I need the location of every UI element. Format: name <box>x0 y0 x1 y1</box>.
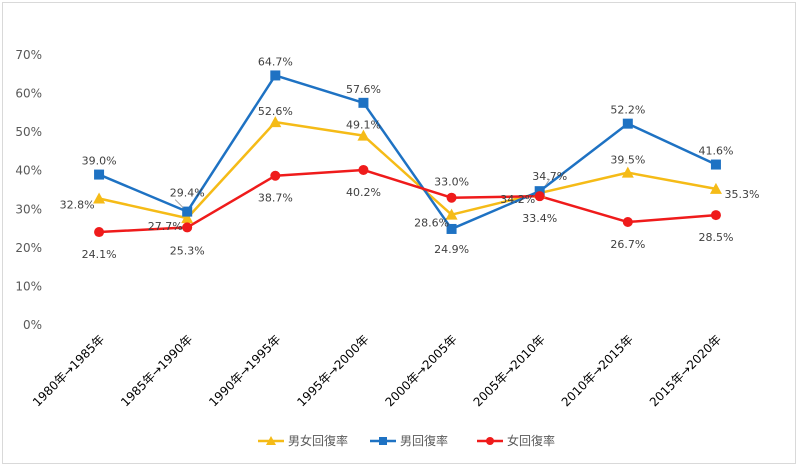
y-tick-label: 0% <box>23 318 42 332</box>
x-tick-label: 1980年→1985年 <box>30 332 107 409</box>
data-point <box>709 182 722 194</box>
data-label: 27.7% <box>148 220 183 233</box>
x-tick-label: 1995年→2000年 <box>294 332 371 409</box>
x-tick-label: 1990年→1995年 <box>206 332 283 409</box>
data-label: 33.0% <box>434 176 469 189</box>
data-point <box>534 191 545 202</box>
data-point <box>181 212 194 224</box>
legend-label: 男女回復率 <box>288 433 348 448</box>
x-tick-label: 2005年→2010年 <box>471 332 548 409</box>
x-tick-label: 2010年→2015年 <box>559 332 636 409</box>
data-point <box>621 166 634 178</box>
y-tick-label: 50% <box>15 125 42 139</box>
data-point <box>269 116 282 128</box>
legend-label: 女回復率 <box>507 433 555 448</box>
legend: 男女回復率 男回復率 女回復率 <box>258 433 555 448</box>
data-point <box>270 70 281 81</box>
data-label: 40.2% <box>346 186 381 199</box>
data-label: 64.7% <box>258 55 293 68</box>
series-lines <box>98 74 717 234</box>
data-point <box>358 97 369 108</box>
x-axis: 1980年→1985年 1985年→1990年 1990年→1995年 1995年→2… <box>30 332 724 409</box>
series-line <box>98 74 717 231</box>
data-point <box>357 129 370 141</box>
series-markers <box>93 70 722 238</box>
data-label: 34.7% <box>532 170 567 183</box>
leader-line <box>545 178 551 186</box>
data-point <box>270 170 281 181</box>
data-label: 24.9% <box>434 243 469 256</box>
x-tick-label: 2000年→2005年 <box>383 332 460 409</box>
data-label: 35.3% <box>724 188 759 201</box>
y-tick-label: 30% <box>15 202 42 216</box>
y-tick-label: 40% <box>15 164 42 178</box>
x-tick-label: 1985年→1990年 <box>118 332 195 409</box>
data-label: 57.6% <box>346 83 381 96</box>
data-label: 33.4% <box>522 212 557 225</box>
legend-marker <box>379 437 387 445</box>
data-label: 41.6% <box>698 145 733 158</box>
data-label: 24.1% <box>82 248 117 261</box>
data-point <box>94 169 105 180</box>
data-label: 28.6% <box>414 217 449 230</box>
leader-line <box>174 199 184 208</box>
data-label: 39.5% <box>610 154 645 167</box>
data-point <box>446 192 457 203</box>
data-point <box>182 206 193 217</box>
legend-marker <box>486 437 494 445</box>
data-label: 26.7% <box>610 238 645 251</box>
data-label: 25.3% <box>170 244 205 257</box>
data-point <box>94 227 105 238</box>
legend-marker <box>266 436 276 445</box>
data-point <box>710 210 721 221</box>
data-point <box>622 217 633 228</box>
data-label: 49.1% <box>346 119 381 132</box>
data-label: 39.0% <box>82 155 117 168</box>
data-label: 52.2% <box>610 104 645 117</box>
data-label: 29.4% <box>170 187 205 200</box>
data-label: 34.2% <box>500 193 535 206</box>
data-labels: 32.8% 27.7% 52.6% 49.1% 28.6% 34.2% 39.5% 35.3%… <box>60 55 760 261</box>
y-tick-label: 60% <box>15 87 42 101</box>
data-point <box>622 118 633 129</box>
x-tick-label: 2015年→2020年 <box>647 332 724 409</box>
data-label: 38.7% <box>258 192 293 205</box>
data-point <box>182 222 193 233</box>
data-point <box>534 186 545 197</box>
data-point <box>445 208 458 220</box>
data-label: 52.6% <box>258 105 293 118</box>
y-axis: 0% 10% 20% 30% 40% 50% 60% 70% <box>15 48 42 332</box>
y-tick-label: 10% <box>15 279 42 293</box>
y-tick-label: 20% <box>15 241 42 255</box>
data-point <box>93 192 106 204</box>
series-line <box>98 120 717 220</box>
y-tick-label: 70% <box>15 48 42 62</box>
data-point <box>358 164 369 175</box>
data-point <box>710 159 721 170</box>
series-line <box>98 168 717 234</box>
data-label: 28.5% <box>698 231 733 244</box>
data-label: 32.8% <box>60 198 95 211</box>
legend-label: 男回復率 <box>400 433 448 448</box>
chart-frame <box>2 2 796 464</box>
data-point <box>446 223 457 234</box>
